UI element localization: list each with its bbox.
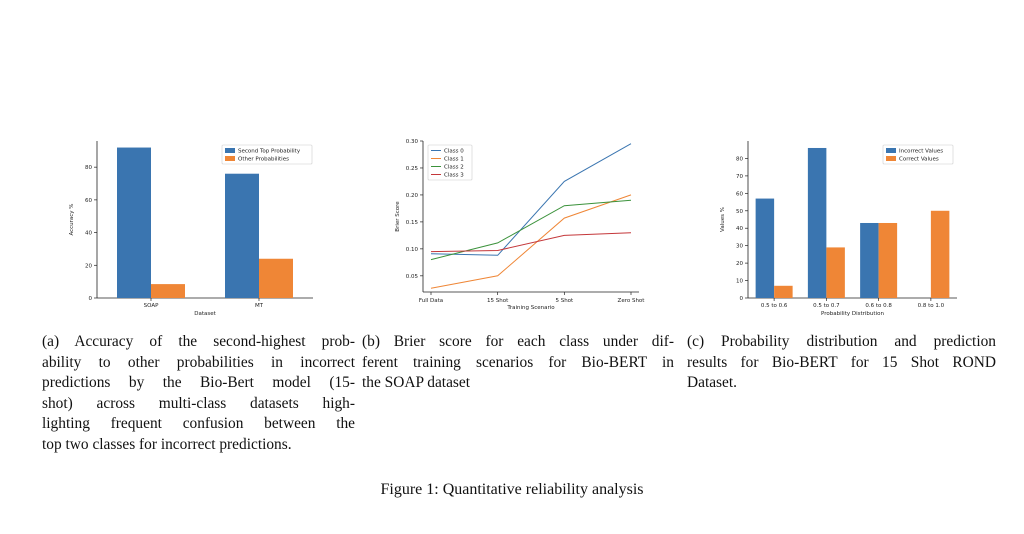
y-tick-label: 50 [736,209,743,215]
y-axis-label: Values % [720,207,726,232]
bar-correct-values [930,210,950,298]
legend-label: Other Probabilities [238,157,289,163]
bar-other-probabilities [259,258,293,298]
x-tick-label: MT [255,303,264,309]
caption-line: (c) Probability distribution and predict… [687,333,996,350]
y-tick-label: 80 [736,156,743,162]
legend-label: Incorrect Values [899,149,943,155]
legend-box [882,144,954,165]
caption-a: (a) Accuracy of the second-highest prob-… [42,332,355,455]
series-line-class-3 [430,232,632,253]
y-tick-label: 70 [736,174,743,180]
y-axis-label: Accuracy % [69,203,75,235]
figure-caption: Figure 1: Quantitative reliability analy… [380,481,644,498]
caption-line: (a) Accuracy of the second-highest prob- [42,333,355,350]
legend-swatch [886,148,896,153]
x-tick-label: 0.5 to 0.6 [761,303,788,309]
bar-other-probabilities [151,284,185,298]
series-line-class-0 [430,143,632,256]
caption-line: results for Bio-BERT for 15 Shot ROND [687,353,996,371]
x-tick-label: Full Data [419,298,443,304]
legend-swatch [225,156,235,161]
y-tick-label: 10 [736,279,743,285]
y-tick-label: 30 [736,244,743,250]
caption-line: top two classes for incorrect prediction… [42,435,292,453]
x-tick-label: Zero Shot [618,298,646,304]
legend-label: Class 0 [444,149,464,155]
y-tick-label: 0.20 [406,193,419,199]
legend-label: Class 2 [444,165,464,171]
y-tick-label: 40 [85,231,92,237]
y-tick-label: 0.05 [406,274,419,280]
x-tick-label: 5 Shot [555,298,574,304]
y-tick-label: 80 [85,165,92,171]
bar-second-top-probability [225,173,259,298]
y-axis-label: Brier Score [395,201,401,232]
caption-line: shot) across multi-class datasets high- [42,394,355,412]
y-tick-label: 0.10 [406,247,419,253]
legend-swatch [886,156,896,161]
x-tick-label: 0.8 to 1.0 [918,303,945,309]
x-tick-label: 0.5 to 0.7 [813,303,840,309]
y-tick-label: 0 [740,296,744,302]
x-axis-label: Dataset [194,311,216,317]
y-tick-label: 0.30 [406,139,419,145]
y-tick-label: 20 [736,261,743,267]
x-tick-label: 0.6 to 0.8 [865,303,892,309]
x-axis-label: Training Scenario [506,305,555,311]
legend-box [221,144,313,165]
series-line-class-1 [430,194,632,289]
bar-correct-values [774,285,793,298]
y-tick-label: 60 [736,191,743,197]
caption-line: ability to other probabilities in incorr… [42,353,355,371]
x-axis-label: Probability Distribution [821,311,884,317]
bar-correct-values [878,222,898,298]
y-tick-label: 20 [85,263,92,269]
x-tick-label: 15 Shot [487,298,509,304]
bar-second-top-probability [117,147,151,298]
legend-label: Correct Values [899,157,939,163]
y-tick-label: 60 [85,198,92,204]
caption-line: the SOAP dataset [362,374,471,391]
legend-box [427,144,473,181]
legend-label: Class 3 [444,173,464,179]
caption-line: predictions by the Bio-Bert model (15- [42,374,355,391]
y-tick-label: 40 [736,226,743,232]
y-tick-label: 0 [89,296,93,302]
caption-b: (b) Brier score for each class under dif… [362,332,674,394]
legend-label: Second Top Probability [238,149,301,155]
caption-line: (b) Brier score for each class under dif… [362,333,674,350]
legend-label: Class 1 [444,157,464,163]
bar-incorrect-values [755,198,775,298]
bar-incorrect-values [807,147,827,298]
caption-line: ferent training scenarios for Bio-BERT i… [362,353,674,371]
bar-correct-values [826,247,845,298]
bar-incorrect-values [860,222,879,298]
caption-line: Dataset. [687,374,737,391]
y-tick-label: 0.25 [406,166,419,172]
caption-c: (c) Probability distribution and predict… [687,332,996,394]
y-tick-label: 0.15 [406,220,419,226]
x-tick-label: SOAP [144,303,159,309]
legend-swatch [225,148,235,153]
caption-line: lighting frequent confusion between the [42,415,355,432]
